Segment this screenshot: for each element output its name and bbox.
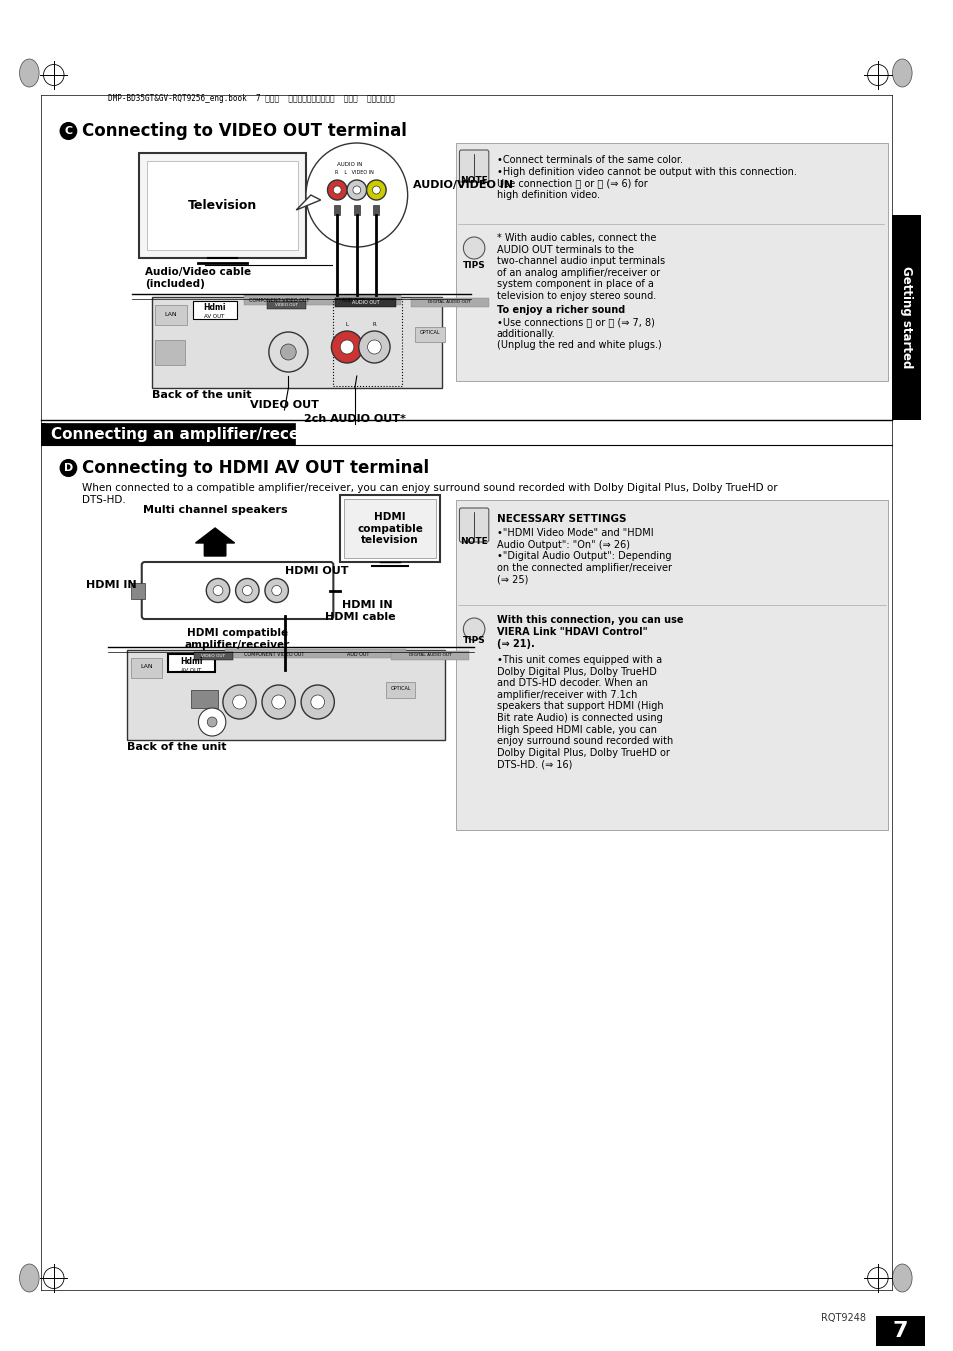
Text: HDMI IN: HDMI IN (342, 600, 393, 611)
Ellipse shape (206, 578, 230, 603)
Text: AV OUT: AV OUT (181, 667, 202, 673)
Text: Connecting an amplifier/receiver: Connecting an amplifier/receiver (51, 427, 332, 442)
Text: VIERA Link "HDAVI Control": VIERA Link "HDAVI Control" (497, 627, 646, 638)
Text: NOTE: NOTE (459, 536, 488, 546)
Text: AUD OUT: AUD OUT (342, 297, 364, 303)
Circle shape (280, 345, 295, 359)
Bar (225, 648, 405, 658)
Text: Back of the unit: Back of the unit (152, 390, 251, 400)
Text: AUDIO/VIDEO IN: AUDIO/VIDEO IN (412, 180, 512, 190)
Bar (410, 299, 488, 307)
FancyBboxPatch shape (459, 508, 488, 542)
Text: L: L (345, 323, 348, 327)
Circle shape (207, 717, 216, 727)
Bar (244, 295, 400, 305)
Bar (875, 1316, 923, 1346)
Text: OPTICAL: OPTICAL (390, 686, 411, 692)
Text: TIPS: TIPS (462, 636, 485, 644)
Ellipse shape (272, 585, 281, 596)
Bar (193, 301, 236, 319)
Bar (391, 651, 469, 661)
Text: AUDIO OUT: AUDIO OUT (352, 300, 379, 304)
Text: Multi channel speakers: Multi channel speakers (143, 505, 287, 515)
Text: VIDEO OUT: VIDEO OUT (250, 400, 318, 409)
Text: R: R (373, 323, 375, 327)
Bar (340, 494, 439, 562)
Bar (267, 301, 306, 309)
Circle shape (358, 331, 390, 363)
Text: HDMI OUT: HDMI OUT (285, 566, 349, 576)
Text: HDMI compatible
amplifier/receiver: HDMI compatible amplifier/receiver (185, 628, 290, 650)
Bar (386, 682, 416, 698)
Bar (416, 327, 444, 342)
Ellipse shape (235, 578, 259, 603)
Ellipse shape (892, 1265, 911, 1292)
Circle shape (269, 332, 308, 372)
Text: 2ch AUDIO OUT*: 2ch AUDIO OUT* (304, 413, 405, 424)
Text: * With audio cables, connect the
AUDIO OUT terminals to the
two-channel audio in: * With audio cables, connect the AUDIO O… (497, 232, 664, 301)
Bar (131, 658, 162, 678)
Circle shape (372, 186, 380, 195)
Circle shape (262, 685, 294, 719)
Polygon shape (295, 195, 320, 209)
Circle shape (311, 694, 324, 709)
FancyArrow shape (195, 528, 234, 557)
Text: NECESSARY SETTINGS: NECESSARY SETTINGS (497, 513, 625, 524)
Text: Television: Television (188, 199, 256, 212)
Bar (127, 650, 444, 740)
Text: •This unit comes equipped with a
Dolby Digital Plus, Dolby TrueHD
and DTS-HD dec: •This unit comes equipped with a Dolby D… (497, 655, 672, 770)
Bar (354, 205, 359, 215)
Text: •"HDMI Video Mode" and "HDMI
Audio Output": "On" (⇒ 26)
•"Digital Audio Output":: •"HDMI Video Mode" and "HDMI Audio Outpu… (497, 528, 671, 585)
Text: When connected to a compatible amplifier/receiver, you can enjoy surround sound : When connected to a compatible amplifier… (82, 484, 777, 505)
Circle shape (353, 186, 360, 195)
Bar (191, 690, 218, 708)
Text: Getting started: Getting started (899, 266, 912, 369)
Text: DMP-BD35GT&GV-RQT9256_eng.book  7 ページ  ２００８年９月２４日  水曜日  午後５時５分: DMP-BD35GT&GV-RQT9256_eng.book 7 ページ ２００… (108, 95, 394, 103)
Bar (891, 215, 920, 420)
Circle shape (347, 180, 366, 200)
Text: AUD OUT: AUD OUT (347, 651, 369, 657)
Bar (168, 654, 214, 671)
Bar (333, 299, 401, 386)
Text: DIGITAL AUDIO OUT: DIGITAL AUDIO OUT (428, 300, 471, 304)
Bar (41, 423, 294, 444)
Circle shape (61, 459, 76, 476)
Bar (131, 582, 145, 598)
Text: Hdmi: Hdmi (180, 657, 203, 666)
Circle shape (301, 685, 334, 719)
Text: Connecting to HDMI AV OUT terminal: Connecting to HDMI AV OUT terminal (82, 459, 429, 477)
Bar (344, 499, 436, 558)
Bar (456, 500, 886, 830)
Text: AV OUT: AV OUT (204, 315, 224, 319)
Ellipse shape (892, 59, 911, 86)
Circle shape (272, 694, 285, 709)
Bar (147, 161, 298, 250)
Text: (⇒ 21).: (⇒ 21). (497, 639, 534, 648)
Bar (41, 423, 46, 444)
Text: COMPONENT VIDEO OUT: COMPONENT VIDEO OUT (244, 651, 304, 657)
Text: HDMI cable: HDMI cable (324, 612, 395, 621)
Bar (139, 153, 306, 258)
Text: LAN: LAN (140, 665, 152, 670)
Bar (335, 299, 395, 307)
Bar (373, 205, 379, 215)
FancyBboxPatch shape (142, 562, 333, 619)
Circle shape (463, 236, 484, 259)
Text: Connecting to VIDEO OUT terminal: Connecting to VIDEO OUT terminal (82, 122, 407, 141)
Text: D: D (64, 463, 73, 473)
Text: To enjoy a richer sound: To enjoy a richer sound (497, 305, 624, 315)
Ellipse shape (265, 578, 288, 603)
Text: Audio/Video cable
(included): Audio/Video cable (included) (145, 267, 251, 289)
FancyBboxPatch shape (459, 150, 488, 182)
Ellipse shape (19, 1265, 39, 1292)
Bar (193, 653, 233, 661)
Text: HDMI IN: HDMI IN (86, 581, 136, 590)
Text: RQT9248: RQT9248 (821, 1313, 865, 1323)
Ellipse shape (242, 585, 252, 596)
Text: Hdmi: Hdmi (203, 304, 225, 312)
Ellipse shape (213, 585, 223, 596)
Text: Back of the unit: Back of the unit (127, 742, 227, 753)
Text: OPTICAL: OPTICAL (419, 331, 440, 335)
Circle shape (233, 694, 246, 709)
Text: VIDEO OUT: VIDEO OUT (201, 654, 225, 658)
